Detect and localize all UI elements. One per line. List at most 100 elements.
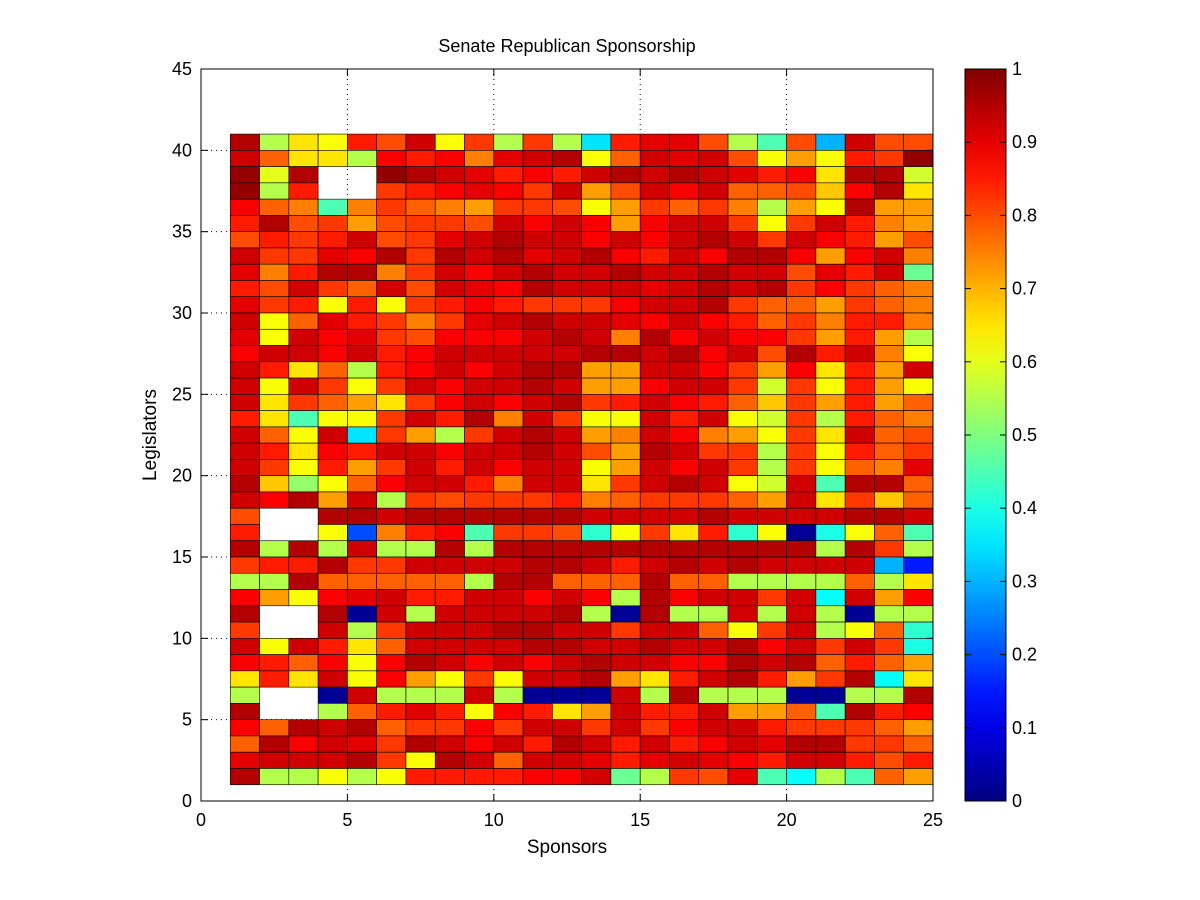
heatmap-cell <box>347 638 377 655</box>
heatmap-cell <box>698 247 729 265</box>
heatmap-cell <box>376 686 407 704</box>
heatmap-cell <box>347 703 377 720</box>
heatmap-cell <box>464 589 495 607</box>
heatmap-cell <box>639 638 670 655</box>
heatmap-cell <box>786 572 817 590</box>
heatmap-cell <box>288 540 319 558</box>
heatmap-cell <box>903 459 934 476</box>
heatmap-cell <box>259 638 290 655</box>
heatmap-cell <box>639 491 670 509</box>
heatmap-cell <box>610 150 641 167</box>
heatmap-cell <box>347 410 377 428</box>
heatmap-cell <box>317 361 348 379</box>
heatmap-cell <box>317 345 348 363</box>
heatmap-cell <box>464 654 495 672</box>
heatmap-cell <box>405 556 436 574</box>
heatmap-cell <box>434 377 465 395</box>
heatmap-cell <box>874 312 905 330</box>
heatmap-cell <box>786 198 817 216</box>
heatmap-cell <box>493 475 524 493</box>
heatmap-cell <box>698 263 729 281</box>
heatmap-cell <box>727 215 758 232</box>
heatmap-cell <box>844 263 875 281</box>
heatmap-cell <box>317 328 348 346</box>
heatmap-cell <box>493 231 524 249</box>
heatmap-cell <box>464 182 495 200</box>
heatmap-cell <box>581 394 612 411</box>
heatmap-cell <box>552 280 582 298</box>
heatmap-cell <box>610 686 641 704</box>
heatmap-cell <box>639 524 670 542</box>
heatmap-cell <box>698 296 729 314</box>
heatmap-cell <box>522 638 553 655</box>
heatmap-cell <box>493 247 524 265</box>
heatmap-cell <box>493 328 524 346</box>
heatmap-cell <box>815 507 846 525</box>
heatmap-cell <box>434 215 465 232</box>
heatmap-cell <box>786 247 817 265</box>
heatmap-cell <box>727 133 758 151</box>
heatmap-cell <box>376 719 407 737</box>
heatmap-cell <box>815 247 846 265</box>
heatmap-cell <box>610 345 641 363</box>
heatmap-cell <box>376 394 407 411</box>
heatmap-cell <box>493 280 524 298</box>
heatmap-cell <box>347 540 377 558</box>
heatmap-cell <box>552 410 582 428</box>
heatmap-cell <box>552 426 582 444</box>
heatmap-cell <box>259 572 290 590</box>
heatmap-cell <box>317 296 348 314</box>
heatmap-cell <box>727 280 758 298</box>
heatmap-cell <box>610 703 641 720</box>
heatmap-cell <box>434 768 465 786</box>
heatmap-cell <box>376 442 407 460</box>
x-tick-label: 5 <box>342 810 352 830</box>
heatmap-cell <box>229 166 260 184</box>
heatmap-cell <box>581 459 612 476</box>
heatmap-cell <box>522 654 553 672</box>
heatmap-cell <box>727 654 758 672</box>
heatmap-cell <box>552 198 582 216</box>
heatmap-cell <box>317 686 348 704</box>
heatmap-cell <box>493 426 524 444</box>
heatmap-cell <box>581 572 612 590</box>
heatmap-cell <box>786 638 817 655</box>
heatmap-cell <box>434 621 465 639</box>
heatmap-cell <box>581 328 612 346</box>
heatmap-cell <box>259 182 290 200</box>
heatmap-cell <box>698 507 729 525</box>
heatmap-cell <box>552 328 582 346</box>
heatmap-cell <box>581 426 612 444</box>
heatmap-cell <box>786 328 817 346</box>
heatmap-cell <box>405 263 436 281</box>
heatmap-cell <box>786 442 817 460</box>
y-tick-label: 0 <box>182 791 192 811</box>
heatmap-cell <box>288 150 319 167</box>
heatmap-cell <box>493 524 524 542</box>
heatmap-cell <box>844 166 875 184</box>
heatmap-cell <box>903 670 934 688</box>
heatmap-cell <box>376 263 407 281</box>
heatmap-cell <box>464 751 495 769</box>
heatmap-cell <box>405 345 436 363</box>
heatmap-cell <box>405 507 436 525</box>
heatmap-cell <box>229 638 260 655</box>
heatmap-cell <box>317 377 348 395</box>
heatmap-cell <box>903 263 934 281</box>
heatmap-cell <box>464 703 495 720</box>
heatmap-cell <box>493 133 524 151</box>
heatmap-cell <box>259 751 290 769</box>
heatmap-cell <box>639 719 670 737</box>
heatmap-cell <box>903 133 934 151</box>
heatmap-cell <box>669 150 700 167</box>
heatmap-cell <box>874 215 905 232</box>
heatmap-cell <box>405 475 436 493</box>
heatmap-cell <box>464 377 495 395</box>
heatmap-cell <box>844 410 875 428</box>
heatmap-cell <box>229 735 260 753</box>
heatmap-cell <box>669 572 700 590</box>
heatmap-cell <box>376 328 407 346</box>
heatmap-cell <box>347 686 377 704</box>
heatmap-cell <box>464 686 495 704</box>
heatmap-cell <box>522 426 553 444</box>
